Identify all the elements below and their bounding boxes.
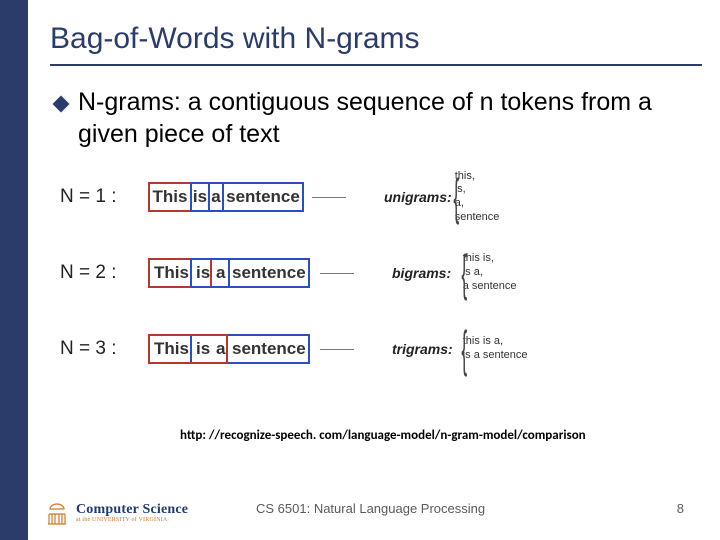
connector-line: [320, 348, 354, 350]
n-label: N = 1 :: [60, 186, 148, 208]
gram-type-label: bigrams:: [392, 265, 464, 281]
title-underline: [50, 64, 702, 66]
ngram-diagram: N = 1 : This is a sentence unigrams: { t…: [60, 170, 700, 398]
ngram-row-1: N = 1 : This is a sentence unigrams: { t…: [60, 170, 700, 224]
n-label: N = 2 :: [60, 262, 148, 284]
rotunda-icon: [44, 500, 70, 526]
sentence-box: This is a sentence: [148, 182, 302, 212]
sentence-box: This is a sentence: [148, 258, 310, 288]
slide-title: Bag-of-Words with N-grams: [50, 22, 420, 56]
gram-list: this is a, is a sentence: [463, 335, 528, 363]
gram-item: sentence: [455, 211, 500, 225]
word: sentence: [230, 339, 308, 359]
logo-uva-text: at the UNIVERSITY of VIRGINIA: [76, 517, 188, 523]
footer-course: CS 6501: Natural Language Processing: [256, 501, 485, 516]
word: a: [214, 263, 227, 283]
word: sentence: [224, 187, 302, 207]
logo-text: Computer Science at the UNIVERSITY of VI…: [76, 503, 188, 523]
dept-logo: Computer Science at the UNIVERSITY of VI…: [44, 500, 188, 526]
gram-item: this,: [455, 170, 500, 184]
bullet-diamond-icon: [53, 96, 70, 113]
word: sentence: [230, 263, 308, 283]
segment: sentence: [222, 182, 304, 212]
gram-item: a,: [455, 197, 500, 211]
sentence-box: This is a sentence: [148, 334, 310, 364]
n-label: N = 3 :: [60, 338, 148, 360]
gram-item: this is,: [463, 252, 517, 266]
word: This: [151, 187, 190, 207]
bullet-text: N-grams: a contiguous sequence of n toke…: [78, 86, 690, 150]
word: is: [191, 187, 209, 207]
word: is: [194, 263, 212, 283]
gram-item: a sentence: [463, 280, 517, 294]
word: This: [152, 339, 191, 359]
connector-line: [320, 272, 354, 274]
left-accent-bar: [0, 0, 28, 540]
citation-url: http: //recognize-speech. com/language-m…: [180, 428, 586, 443]
gram-type-label: trigrams:: [392, 341, 464, 357]
word: a: [209, 187, 222, 207]
ngram-row-2: N = 2 : This is a sentence bigrams: { th…: [60, 246, 700, 300]
gram-item: is a sentence: [463, 349, 528, 363]
gram-list: this, is, a, sentence: [455, 170, 500, 225]
connector-line: [312, 196, 346, 198]
word: is: [194, 339, 212, 359]
footer-page-number: 8: [677, 501, 684, 516]
segment: is: [190, 182, 210, 212]
segment: This: [148, 182, 192, 212]
gram-item: is,: [455, 183, 500, 197]
gram-item: is a,: [463, 266, 517, 280]
gram-item: this is a,: [463, 335, 528, 349]
gram-type-label: unigrams:: [384, 189, 456, 205]
gram-list: this is, is a, a sentence: [463, 252, 517, 293]
word: a: [214, 339, 227, 359]
slide: Bag-of-Words with N-grams N-grams: a con…: [0, 0, 720, 540]
word: This: [152, 263, 191, 283]
logo-cs-text: Computer Science: [76, 503, 188, 517]
ngram-row-3: N = 3 : This is a sentence trigrams: { t…: [60, 322, 700, 376]
